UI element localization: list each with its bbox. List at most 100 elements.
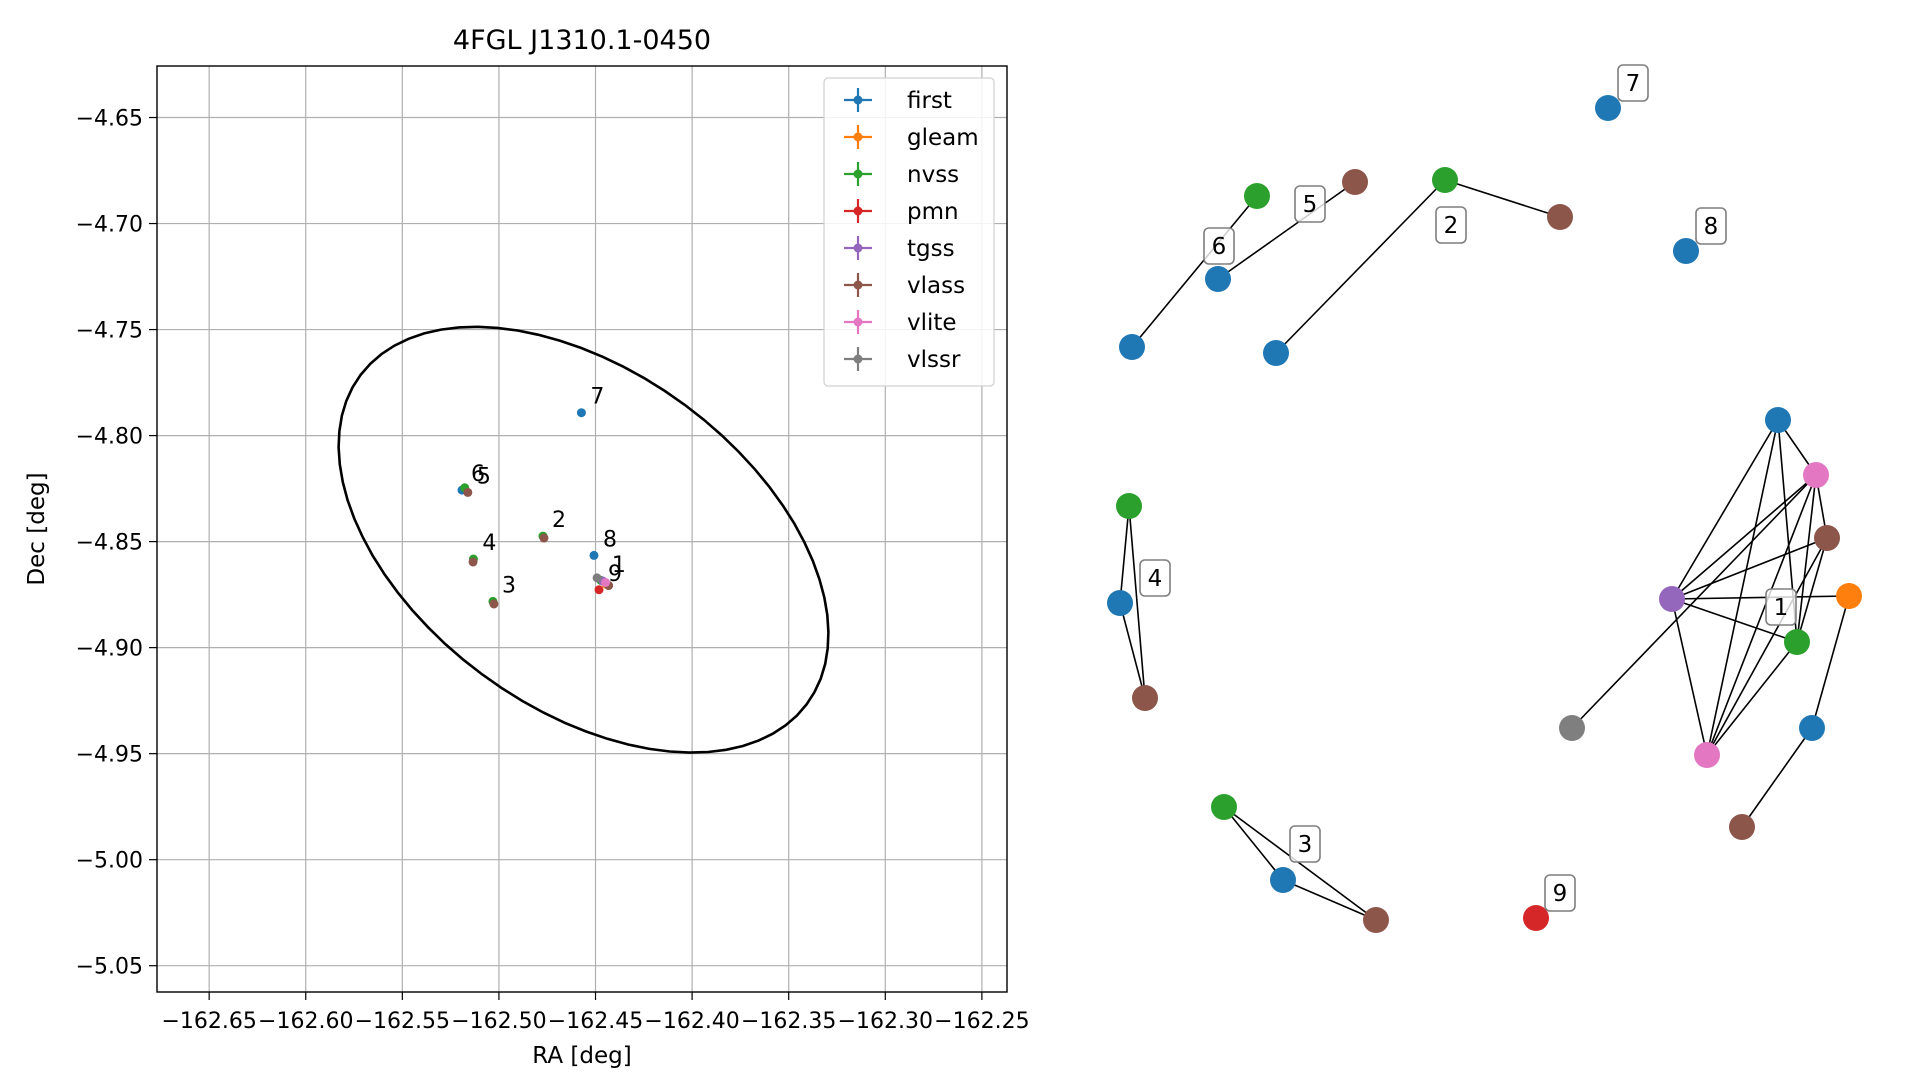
network-node (1814, 525, 1840, 551)
x-tick-label: −162.50 (451, 1009, 546, 1034)
point-annotation: 6 (471, 462, 485, 487)
network-label-box (1139, 559, 1171, 597)
ellipse-layer (337, 325, 830, 754)
y-tick-label: −4.65 (76, 107, 143, 132)
point-vlass (468, 557, 478, 567)
x-tick-label: −162.30 (838, 1009, 933, 1034)
network-label-box (1695, 207, 1727, 245)
network-edge (1131, 195, 1258, 348)
network-label: 3 (1298, 832, 1313, 858)
network-label-box (1765, 588, 1797, 626)
network-node (1132, 685, 1158, 711)
network-edge (1282, 879, 1377, 921)
network-node (1547, 204, 1573, 230)
legend-marker-dot (853, 317, 863, 327)
y-tick-label: −4.70 (76, 213, 143, 238)
legend-label: vlssr (907, 347, 961, 373)
network-edge (1671, 419, 1779, 600)
network-edge (1796, 474, 1817, 643)
network-edge (1671, 595, 1850, 600)
y-tick-label: −4.80 (76, 425, 143, 450)
point-first (589, 550, 599, 560)
legend-label: pmn (907, 199, 959, 225)
network-edge (1444, 179, 1561, 218)
legend-label: vlass (907, 273, 965, 299)
y-axis-label: Dec [deg] (24, 472, 50, 585)
network-label-box (1203, 227, 1235, 265)
point-vlass (539, 533, 549, 543)
point-annotation: 1 (612, 553, 626, 578)
network-node (1107, 590, 1133, 616)
network-edge (1706, 419, 1779, 756)
legend-label: gleam (907, 125, 979, 151)
grid (157, 66, 1007, 992)
network-node (1729, 814, 1755, 840)
x-tick-label: −162.40 (644, 1009, 739, 1034)
legend-label: first (907, 88, 952, 114)
network-node (1270, 867, 1296, 893)
network-labels: 7 8 6 5 2 4 3 9 1 (1139, 64, 1797, 912)
network-edge (1119, 602, 1146, 699)
network-label: 6 (1212, 234, 1227, 260)
network-node (1659, 586, 1685, 612)
point-vlssr (592, 573, 602, 583)
network-node (1116, 493, 1142, 519)
data-points (457, 408, 614, 609)
network-label: 1 (1774, 595, 1789, 621)
y-tick-label: −4.75 (76, 319, 143, 344)
network-label: 4 (1148, 566, 1163, 592)
network-edge (1671, 537, 1828, 600)
network-edge (1706, 641, 1798, 756)
network-node (1765, 407, 1791, 433)
y-tick-label: −4.95 (76, 743, 143, 768)
x-axis-label: RA [deg] (532, 1043, 631, 1069)
network-node (1263, 340, 1289, 366)
y-tick-label: −4.90 (76, 637, 143, 662)
network-node (1432, 167, 1458, 193)
network-edge (1671, 474, 1817, 600)
localization-ellipse (337, 325, 830, 754)
point-annotation: 4 (482, 531, 496, 556)
legend-marker-dot (853, 169, 863, 179)
network-edges (1119, 179, 1850, 921)
network-node (1523, 905, 1549, 931)
network-label-box (1544, 874, 1576, 912)
legend-box (823, 77, 995, 387)
network-nodes (1107, 95, 1862, 933)
network-edge (1571, 474, 1817, 729)
network-node (1803, 462, 1829, 488)
chart-title: 4FGL J1310.1-0450 (453, 25, 711, 56)
network-edge (1119, 505, 1130, 604)
network-label-box (1435, 206, 1467, 244)
network-label: 7 (1626, 71, 1641, 97)
legend-marker-dot (853, 354, 863, 364)
network-node (1694, 742, 1720, 768)
point-annotation: 3 (502, 573, 516, 598)
point-annotation: 2 (552, 508, 566, 533)
network-label-box (1289, 825, 1321, 863)
network-edge (1741, 727, 1813, 828)
network-edge (1275, 179, 1446, 354)
network-node (1559, 715, 1585, 741)
network-node (1205, 266, 1231, 292)
network-edge (1796, 537, 1828, 643)
point-vlass (463, 487, 473, 497)
network-node (1595, 95, 1621, 121)
network-node (1119, 334, 1145, 360)
legend-label: vlite (907, 310, 957, 336)
legend-marker-dot (853, 132, 863, 142)
network-node (1363, 907, 1389, 933)
point-vlite (601, 578, 611, 588)
legend: first gleam nvss pmn tgss vlass vlite vlssr (823, 77, 995, 387)
network-edge (1811, 595, 1850, 729)
x-ticks: −162.65 −162.60 −162.55 −162.50 −162.45 −162.… (161, 992, 1030, 1034)
network-node (1799, 715, 1825, 741)
x-tick-label: −162.65 (161, 1009, 256, 1034)
network-edge (1128, 505, 1146, 699)
network-node (1673, 238, 1699, 264)
x-tick-label: −162.35 (741, 1009, 836, 1034)
network-label-box (1294, 185, 1326, 223)
point-pmn (594, 585, 604, 595)
